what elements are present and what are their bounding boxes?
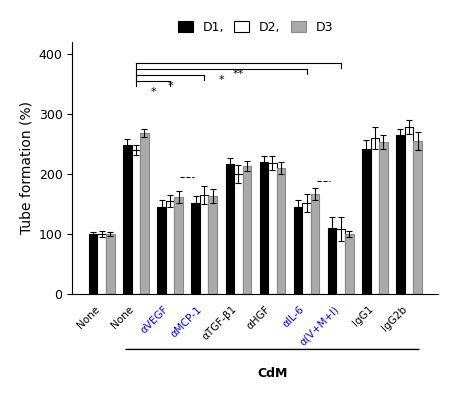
Text: None: None [75,304,101,331]
Bar [302,203,310,294]
Bar [293,207,302,294]
Bar [225,164,234,294]
Bar [336,229,344,294]
Text: *: * [167,81,172,91]
Bar [123,145,131,294]
Text: CdM: CdM [257,367,287,380]
Bar [276,168,285,294]
Bar [344,234,353,294]
Bar [412,141,421,294]
Bar [131,150,140,294]
Text: αVEGF: αVEGF [138,304,170,336]
Bar [370,138,378,294]
Bar [378,142,387,294]
Bar [174,197,183,294]
Text: IgG1: IgG1 [350,304,374,328]
Bar [267,163,276,294]
Text: αTGF-β1: αTGF-β1 [200,304,238,342]
Bar [361,149,370,294]
Text: αHGF: αHGF [244,304,272,331]
Bar [97,234,106,294]
Y-axis label: Tube formation (%): Tube formation (%) [19,102,33,234]
Bar [140,133,148,294]
Bar [327,228,336,294]
Text: *: * [150,87,156,97]
Bar [199,195,208,294]
Text: None: None [110,304,136,331]
Bar [242,166,251,294]
Bar [157,207,166,294]
Bar [166,201,174,294]
Bar [259,162,267,294]
Text: *: * [218,75,224,85]
Text: αMCP-1: αMCP-1 [169,304,204,339]
Bar [310,194,319,294]
Bar [106,234,114,294]
Text: **: ** [232,69,244,79]
Bar [208,196,216,294]
Legend: D1,, D2,, D3: D1,, D2,, D3 [175,18,335,36]
Bar [191,203,199,294]
Bar [404,127,412,294]
Text: α(V+M+I): α(V+M+I) [297,304,340,347]
Text: IgG2b: IgG2b [379,304,408,333]
Bar [234,174,242,294]
Bar [396,135,404,294]
Text: αIL-6: αIL-6 [281,304,306,329]
Bar [89,234,97,294]
